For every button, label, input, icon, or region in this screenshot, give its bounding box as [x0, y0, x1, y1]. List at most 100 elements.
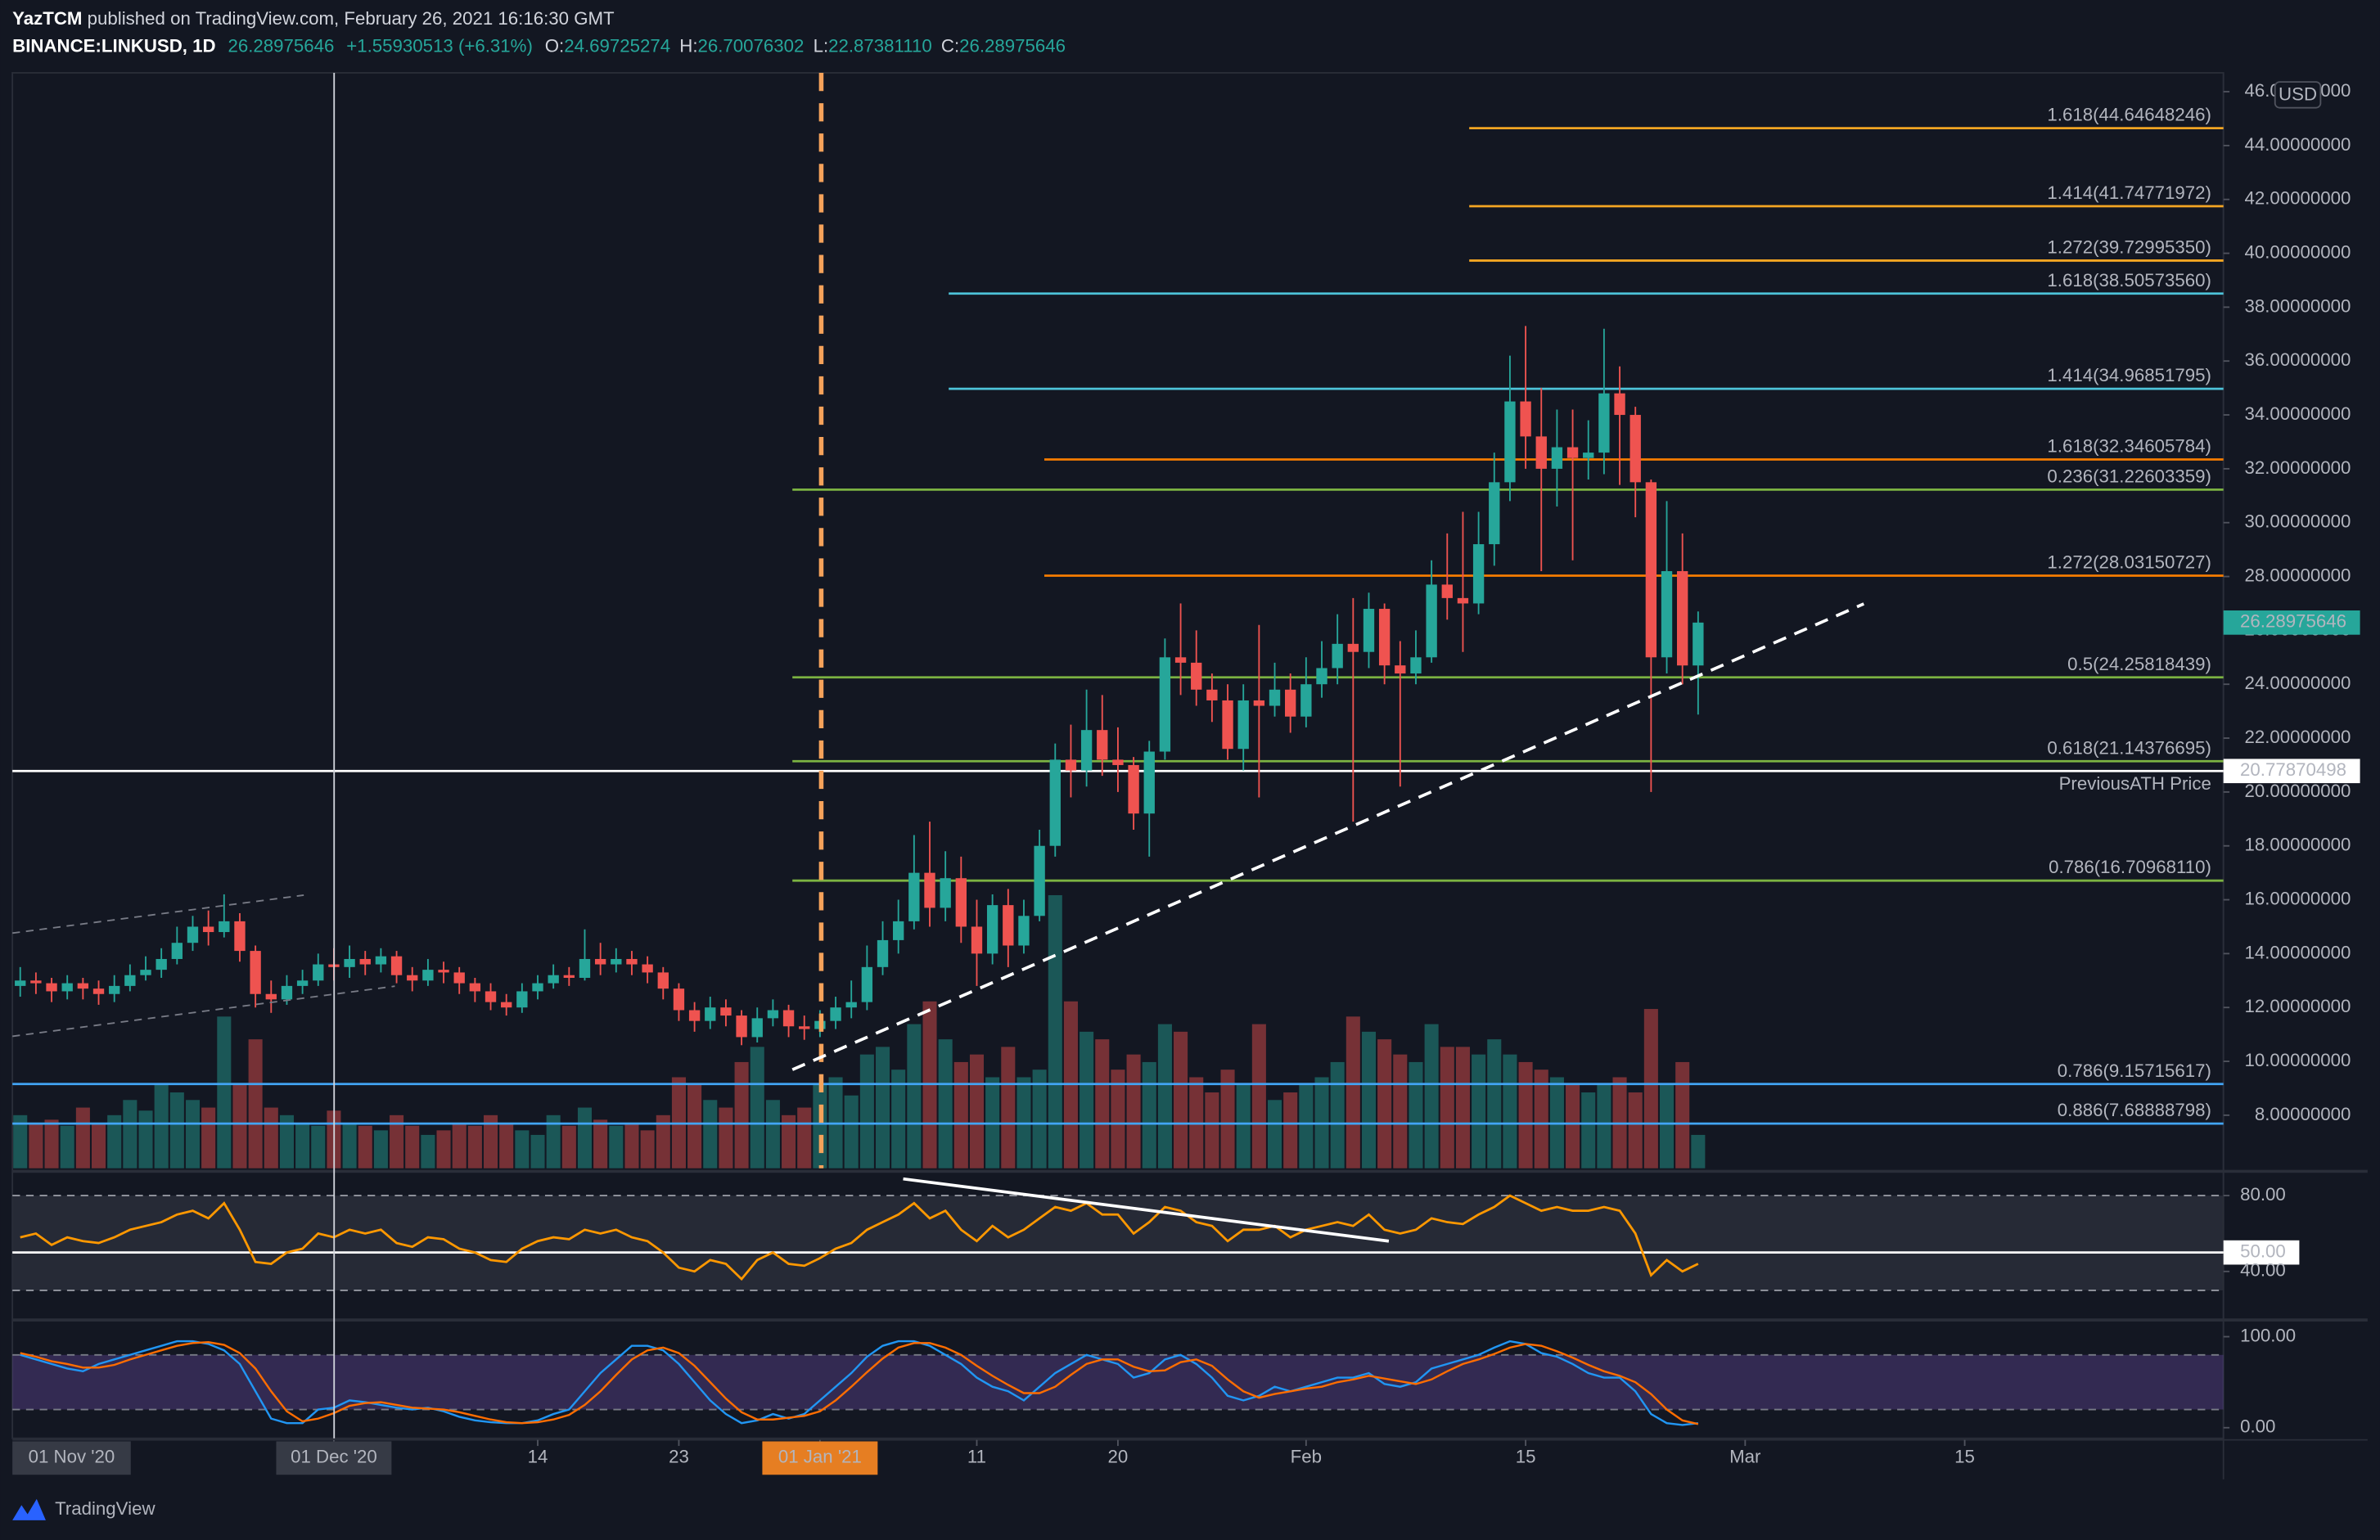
candle-body [1645, 482, 1657, 658]
author: YazTCM [12, 8, 82, 29]
candle-body [46, 983, 57, 992]
volume-bar [1361, 1031, 1377, 1169]
level-label: 0.618(21.14376695) [2047, 737, 2211, 758]
volume-bar [561, 1125, 576, 1169]
brand: TradingView [55, 1498, 156, 1519]
y-tick-label: 8.00000000 [2255, 1104, 2351, 1124]
candle-body [1206, 689, 1218, 700]
y-tick-label: 22.00000000 [2245, 727, 2351, 747]
candle-body [579, 958, 591, 979]
y-tick-label: 40.00000000 [2245, 241, 2351, 262]
candle-body [893, 921, 904, 940]
candle-body [767, 1010, 779, 1019]
trend-line [791, 602, 1864, 1071]
volume-bar [859, 1054, 874, 1169]
volume-bar [953, 1061, 968, 1169]
x-tick-label: 20 [1108, 1447, 1129, 1467]
candle-body [705, 1007, 716, 1021]
volume-bar [1518, 1061, 1533, 1169]
candle-body [1410, 657, 1422, 674]
candle-body [642, 964, 653, 973]
candle-body [1504, 401, 1516, 483]
volume-bar [185, 1100, 201, 1169]
candle-body [1049, 759, 1061, 846]
volume-bar [264, 1107, 278, 1169]
level-label: 1.618(32.34605784) [2047, 436, 2211, 457]
candle-body [1269, 689, 1281, 706]
volume-bar [1581, 1092, 1596, 1169]
volume-bar [311, 1125, 326, 1169]
volume-bar [593, 1119, 608, 1169]
candle-body [1159, 657, 1171, 752]
volume-bar [640, 1130, 655, 1169]
candle-body [1065, 759, 1077, 771]
candle-body [736, 1015, 747, 1038]
volume-bar [875, 1047, 890, 1169]
candle-body [265, 993, 277, 1000]
volume-bar [483, 1114, 498, 1169]
candle-body [485, 991, 497, 1002]
volume-bar [1455, 1047, 1470, 1169]
volume-bar [1111, 1069, 1125, 1169]
rsi-tick-label: 50.00 [2240, 1241, 2286, 1262]
volume-bar [813, 1084, 827, 1169]
y-tick-label: 24.00000000 [2245, 673, 2351, 693]
x-tick-box [762, 1441, 878, 1475]
candle-body [563, 975, 575, 979]
candle-body [720, 1007, 732, 1016]
volume-bar [358, 1125, 372, 1169]
y-tick-label: 32.00000000 [2245, 457, 2351, 478]
change: +1.55930513 (+6.31%) [346, 35, 533, 56]
candle-body [877, 939, 889, 967]
candle-body [1347, 643, 1359, 652]
volume-bar [1503, 1054, 1517, 1169]
candle-body [688, 1010, 701, 1021]
channel-line [12, 985, 395, 1038]
volume-bar [577, 1107, 593, 1169]
volume-bar [373, 1130, 388, 1169]
previous-ath-badge [2223, 759, 2360, 784]
volume-bar [609, 1125, 624, 1169]
candle-body [1629, 415, 1641, 483]
level-label: 1.272(39.72995350) [2047, 236, 2211, 257]
candle-body [453, 972, 465, 984]
volume-bar [1080, 1031, 1094, 1169]
volume-bar [421, 1134, 435, 1169]
candle-body [61, 983, 73, 992]
volume-bar [1377, 1039, 1392, 1169]
volume-bar [295, 1123, 310, 1169]
volume-bar [499, 1123, 514, 1169]
level-label: 0.5(24.25818439) [2067, 654, 2211, 674]
price-badge-value: 26.28975646 [2240, 611, 2346, 632]
y-tick-label: 18.00000000 [2245, 835, 2351, 855]
candle-body [77, 983, 89, 989]
level-label: 1.618(44.64648246) [2047, 105, 2211, 125]
volume-bar [765, 1100, 780, 1169]
volume-bar [1393, 1054, 1408, 1169]
level-label: 0.786(9.15715617) [2058, 1060, 2211, 1081]
volume-bar [1205, 1092, 1219, 1169]
volume-bar [1424, 1024, 1439, 1169]
volume-bar [138, 1110, 153, 1169]
candle-body [1457, 597, 1469, 604]
y-tick-label: 36.00000000 [2245, 349, 2351, 370]
x-tick-label: 23 [669, 1447, 689, 1467]
candle-body [955, 878, 967, 927]
level-label: 0.886(7.68888798) [2058, 1100, 2211, 1120]
x-tick-box [276, 1441, 392, 1475]
candle-body [594, 958, 606, 965]
volume-bar [436, 1130, 451, 1169]
y-tick-label: 30.00000000 [2245, 511, 2351, 532]
candle-body [1566, 447, 1579, 458]
drawings [12, 73, 1864, 1439]
volume-bar [1220, 1069, 1235, 1169]
ohlc-value: 22.87381110 [828, 35, 932, 56]
level-label: 1.414(41.74771972) [2047, 182, 2211, 203]
rsi-band [12, 1196, 2224, 1290]
candle-body [1191, 662, 1202, 690]
volume-bar [248, 1039, 263, 1169]
volume-bar [13, 1114, 28, 1169]
candle-body [751, 1018, 763, 1038]
currency-badge [2274, 81, 2322, 109]
